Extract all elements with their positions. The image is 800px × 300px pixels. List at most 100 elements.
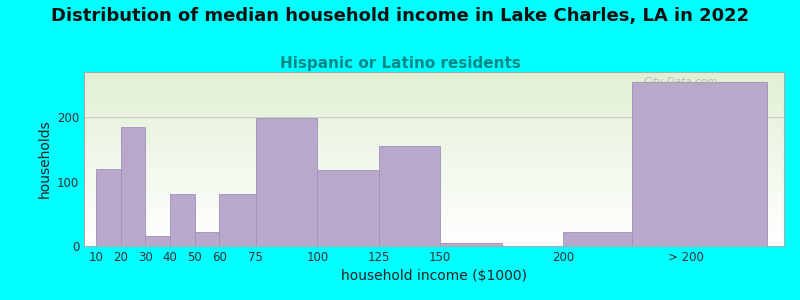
Bar [84, 118, 784, 119]
Text: Hispanic or Latino residents: Hispanic or Latino residents [279, 56, 521, 70]
Bar [84, 241, 784, 242]
Bar [84, 75, 784, 76]
Bar [84, 77, 784, 78]
Bar [84, 121, 784, 122]
Bar [84, 201, 784, 202]
Bar [84, 78, 784, 79]
Bar [84, 183, 784, 184]
Bar [84, 197, 784, 198]
Bar [84, 181, 784, 182]
Bar [84, 191, 784, 192]
Bar [318, 170, 378, 246]
Bar [84, 192, 784, 193]
Bar [84, 139, 784, 140]
Bar [84, 199, 784, 200]
Bar [84, 200, 784, 201]
Bar [84, 111, 784, 112]
Bar [84, 160, 784, 161]
Bar [84, 87, 784, 88]
Bar [84, 178, 784, 179]
Bar [84, 116, 784, 117]
Bar [84, 151, 784, 152]
Bar [170, 194, 194, 246]
Bar [84, 221, 784, 222]
Bar [84, 149, 784, 150]
Bar [84, 163, 784, 164]
Bar [84, 174, 784, 175]
Bar [84, 101, 784, 102]
Bar [84, 142, 784, 143]
Bar [84, 173, 784, 174]
Bar [84, 237, 784, 238]
Bar [84, 84, 784, 85]
Bar [84, 171, 784, 172]
Bar [84, 224, 784, 225]
Bar [84, 204, 784, 205]
Bar [84, 212, 784, 213]
Bar [84, 177, 784, 178]
Bar [84, 108, 784, 109]
Bar [84, 155, 784, 156]
Bar [84, 168, 784, 169]
Bar [440, 243, 502, 246]
Bar [84, 213, 784, 214]
Bar [84, 96, 784, 97]
Bar [84, 238, 784, 239]
Bar [84, 135, 784, 136]
Bar [84, 143, 784, 144]
Bar [84, 132, 784, 133]
Bar [84, 228, 784, 229]
Bar [84, 244, 784, 245]
Bar [84, 162, 784, 163]
Bar [84, 195, 784, 196]
Bar [84, 159, 784, 160]
Bar [84, 115, 784, 116]
Bar [84, 79, 784, 80]
Bar [84, 193, 784, 194]
Bar [84, 158, 784, 159]
Bar [84, 114, 784, 115]
Bar [84, 226, 784, 227]
Bar [84, 217, 784, 218]
Bar [84, 98, 784, 99]
Bar [84, 120, 784, 121]
Bar [84, 76, 784, 77]
Bar [84, 73, 784, 74]
Bar [84, 232, 784, 233]
Bar [84, 82, 784, 83]
Bar [84, 100, 784, 101]
Text: Distribution of median household income in Lake Charles, LA in 2022: Distribution of median household income … [51, 8, 749, 26]
Bar [84, 153, 784, 154]
Bar [84, 83, 784, 84]
Bar [84, 156, 784, 157]
Bar [84, 202, 784, 203]
Bar [84, 189, 784, 190]
Bar [84, 134, 784, 135]
Bar [84, 86, 784, 87]
Bar [84, 203, 784, 204]
Bar [84, 160, 784, 161]
Bar [84, 215, 784, 216]
Bar [84, 146, 784, 147]
Bar [84, 184, 784, 185]
Bar [84, 188, 784, 189]
Bar [84, 93, 784, 94]
Bar [84, 236, 784, 237]
Bar [84, 144, 784, 145]
Text: City-Data.com: City-Data.com [644, 77, 718, 87]
Bar [84, 170, 784, 171]
Bar [84, 89, 784, 90]
Bar [84, 218, 784, 219]
Bar [84, 235, 784, 236]
Bar [84, 117, 784, 118]
Bar [84, 88, 784, 89]
Bar [96, 169, 121, 246]
Bar [84, 152, 784, 153]
Bar [563, 232, 686, 246]
Bar [84, 72, 784, 73]
Bar [84, 103, 784, 104]
Bar [84, 74, 784, 75]
Bar [84, 157, 784, 158]
Bar [84, 125, 784, 126]
Bar [146, 236, 170, 246]
